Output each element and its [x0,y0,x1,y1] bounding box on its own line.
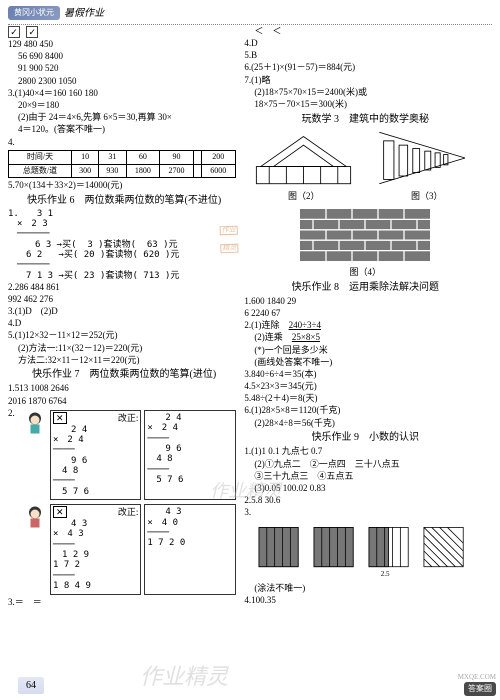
page-number: 64 [18,677,44,694]
tr-0: 总题数/道 [9,164,72,177]
r-p2r1: 2.(1)连除 240÷3÷4 [244,320,486,332]
title9: 快乐作业 9 小数的认识 [244,431,486,444]
r-p3r: 3.840÷6÷4＝35(本) [244,369,486,381]
check-2: ✓ [26,26,38,38]
corner-badge: 答案圈 [464,682,496,696]
tr-2: 930 [99,164,126,177]
tr-4: 2700 [160,164,194,177]
th-2: 31 [99,151,126,164]
mt3-a: ✕ 改正: 4 3 × 4 3 ──── 1 2 9 1 7 2 ──── 1 … [50,504,141,594]
th-5 [193,151,201,164]
tr-3: 1800 [126,164,160,177]
l-p3b: 3.(1)D (2)D [8,306,240,318]
th-3: 60 [126,151,160,164]
fig-2-svg [244,128,363,188]
r-p4-9: 4.100.35 [244,595,486,607]
fig4-label: 图（4） [244,267,486,279]
check-1: ✓ [8,26,20,38]
cartoon-icon-1 [20,408,50,438]
l-p2-2: 91 900 520 [8,63,240,75]
r-p5r: 5.48÷(2＋4)＝8(天) [244,393,486,405]
r-p7-1: 7.(1)略 [244,75,486,87]
watermark-3: 作业精灵 [140,663,228,692]
l-p3-1: 3.(1)40×4＝160 160 180 [8,88,240,100]
tr-1: 300 [71,164,98,177]
l-p5b2: (2)方法一:11×(32－12)＝220(元) [8,343,240,355]
title-play: 玩数学 3 建筑中的数学奥秘 [244,113,486,126]
r-p1r: 1.600 1840 29 [244,296,486,308]
r-lt: ＜ ＜ [244,26,486,38]
num-line-svg: 2.5 [255,521,475,581]
mt2-a: ✕ 改正: 2 4 × 2 4 ──── 9 6 4 8 ──── 5 7 6 [50,410,141,500]
l-p5: 5.70×(134＋33×2)＝14000(元) [8,180,240,192]
r-p4: 4.D [244,38,486,50]
r-p1-9b: (2)①九点二 ②一点四 三十八点五 [244,459,486,471]
th-1: 10 [71,151,98,164]
r-p7-2: (2)18×75×70×15＝2400(米)或 [244,87,486,99]
tr-6: 6000 [201,164,235,177]
r-p5: 5.B [244,50,486,62]
r-p6r1: 6.(1)28×5×8＝1120(千克) [244,405,486,417]
title8: 快乐作业 8 运用乘除法解决问题 [244,281,486,294]
l-p2-1: 56 690 8400 [8,51,240,63]
r-p1-9c: ③三十九点三 ④五点五 [244,471,486,483]
fig3-label: 图（3） [367,191,486,203]
fig2-label: 图（2） [244,191,363,203]
l-p2-0: 129 480 450 [8,39,240,51]
r-p2-9: 2.5.8 30.6 [244,495,486,507]
header-badge: 黄冈小状元 [8,6,60,20]
r-p6: 6.(25＋1)×(91－57)＝884(元) [244,62,486,74]
r-p6r2: (2)28×4÷8＝56(千克) [244,418,486,430]
fig-3-svg [367,128,486,188]
r-p1r2: 6 2240 67 [244,308,486,320]
r-p1-9d: (3)0.05 100.02 0.83 [244,483,486,495]
fig-4-svg [300,205,430,265]
l-p3-2b: 4＝120。(答案不唯一) [8,124,240,136]
num-val-2: 2.5 [381,570,390,578]
r-p4r: 4.5×23×3＝345(元) [244,381,486,393]
r-p1-9: 1.(1)1 0.1 九点七 0.7 [244,446,486,458]
time-table: 时间/天 10 31 60 90 200 总题数/道 300 930 1800 … [8,150,236,178]
calc1: 1. 3 1 × 2 3 ────── 6 3 →买( 3 )套读物( 63 )… [8,209,240,281]
th-6: 200 [201,151,235,164]
r-p2r2: (2)连乘 25×8×5 [244,332,486,344]
l-p5b1: 5.(1)12×32－11×12＝252(元) [8,330,240,342]
l-p5b3: 方法二:32×11－12×11＝220(元) [8,355,240,367]
l-p3-2: (2)由于 24＝4×6,先算 6×5＝30,再算 30× [8,112,240,124]
tr-5 [193,164,201,177]
title7: 快乐作业 7 两位数乘两位数的笔算(进位) [8,368,240,381]
cartoon-icon-2 [20,502,50,532]
right-column: ＜ ＜ 4.D 5.B 6.(25＋1)×(91－57)＝884(元) 7.(1… [244,25,486,609]
l-p1c: 1.513 1008 2646 [8,383,240,395]
l-p2-3: 2800 2300 1050 [8,76,240,88]
r-p7-3: 18×75－70×15＝300(米) [244,99,486,111]
l-p4b: 4.D [8,318,240,330]
l-p3end: 3.＝ ＝ [8,597,240,609]
mt3-b: 4 3 × 4 0 ──── 1 7 2 0 [144,504,235,594]
left-column: ✓ ✓ 129 480 450 56 690 8400 91 900 520 2… [8,25,240,609]
title6: 快乐作业 6 两位数乘两位数的笔算(不进位) [8,194,240,207]
r-p2r4: (画线处答案不唯一) [244,357,486,369]
mt2-b: 2 4 × 2 4 ──── 9 6 4 8 ──── 5 7 6 [144,410,235,500]
l-p2b: 2.286 484 861 [8,282,240,294]
l-p1d: 2016 1870 6764 [8,396,240,408]
line-num-2: 2. [8,408,20,420]
th-0: 时间/天 [9,151,72,164]
header-text: 暑假作业 [64,7,104,20]
r-p2r3: (*)一个回是多少米 [244,345,486,357]
th-4: 90 [160,151,194,164]
l-p2c: 992 462 276 [8,294,240,306]
l-p3-1b: 20×9＝180 [8,100,240,112]
r-p3-9: (涂法不唯一) [244,583,486,595]
